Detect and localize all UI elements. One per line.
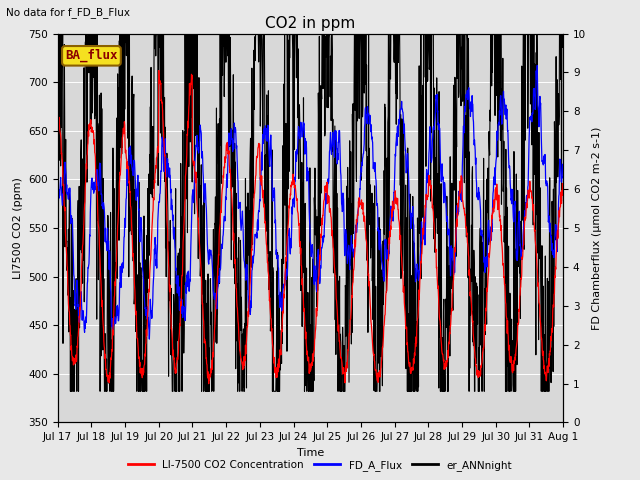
Y-axis label: LI7500 CO2 (ppm): LI7500 CO2 (ppm) — [13, 177, 22, 279]
Y-axis label: FD Chamberflux (μmol CO2 m-2 s-1): FD Chamberflux (μmol CO2 m-2 s-1) — [591, 126, 602, 330]
Title: CO2 in ppm: CO2 in ppm — [265, 16, 356, 31]
Text: BA_flux: BA_flux — [65, 49, 118, 62]
X-axis label: Time: Time — [297, 448, 324, 457]
Legend: LI-7500 CO2 Concentration, FD_A_Flux, er_ANNnight: LI-7500 CO2 Concentration, FD_A_Flux, er… — [124, 456, 516, 475]
Text: No data for f_FD_B_Flux: No data for f_FD_B_Flux — [6, 7, 131, 18]
